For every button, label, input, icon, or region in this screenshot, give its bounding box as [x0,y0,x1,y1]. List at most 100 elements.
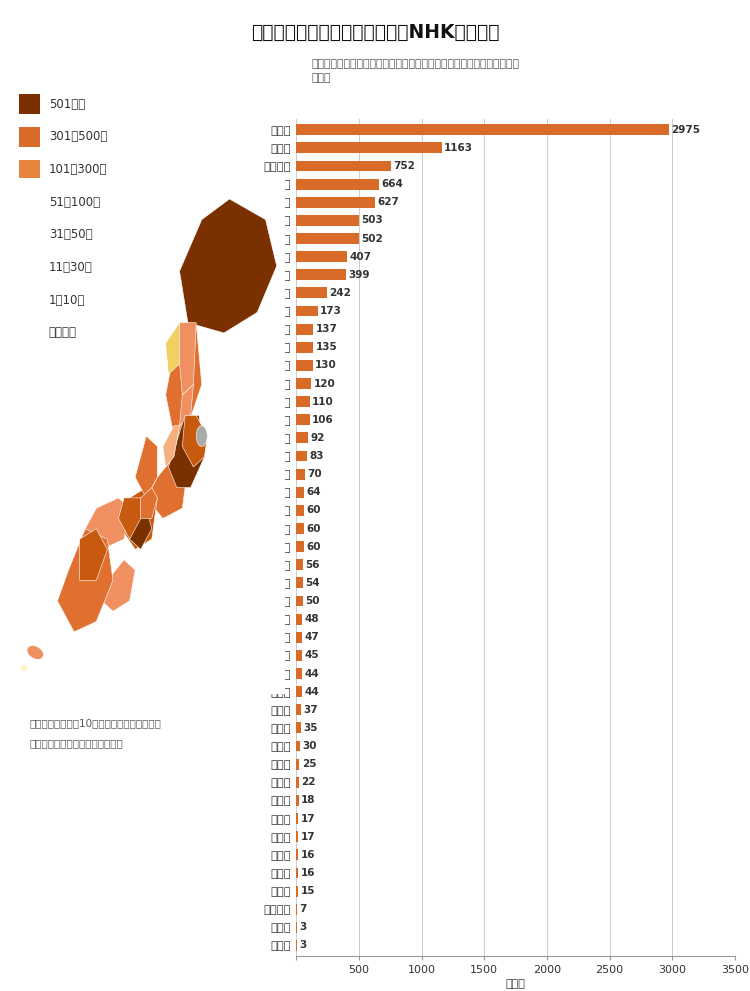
Bar [296,886,298,897]
Ellipse shape [21,665,28,671]
Text: 501人～: 501人～ [49,97,85,111]
Bar [296,252,347,262]
Bar [296,342,314,353]
Bar [296,197,375,208]
Bar [296,287,326,298]
Polygon shape [179,199,277,333]
Polygon shape [166,323,179,375]
Polygon shape [135,436,158,497]
Bar [296,324,314,335]
Text: 30: 30 [302,741,316,751]
Bar [296,124,669,135]
Text: 25: 25 [302,759,316,769]
Text: 16: 16 [301,850,315,860]
Bar [296,396,310,407]
Text: 47: 47 [304,632,320,642]
Polygon shape [130,508,152,549]
Bar [296,379,311,389]
Bar [296,215,359,226]
Polygon shape [122,488,158,549]
Text: 50: 50 [304,596,320,606]
Text: 31～50人: 31～50人 [49,228,92,242]
Text: 120: 120 [314,379,335,388]
Text: 15: 15 [301,886,315,896]
Text: 51～100人: 51～100人 [49,195,100,209]
Text: 下のグラフや数字をクリック・タップするとその都道府県の推移を見ら
れます: 下のグラフや数字をクリック・タップするとその都道府県の推移を見ら れます [311,59,519,82]
Text: 3: 3 [299,940,306,950]
Text: 135: 135 [316,342,338,352]
Text: 17: 17 [301,814,315,824]
Text: 110: 110 [312,396,334,406]
Text: 11～30人: 11～30人 [49,261,92,275]
Text: 22: 22 [302,777,316,787]
Text: 106: 106 [312,415,334,425]
Bar [296,686,302,697]
Text: 16: 16 [301,868,315,878]
Text: 70: 70 [308,469,322,480]
Polygon shape [182,415,207,467]
Polygon shape [80,529,107,581]
Bar [296,559,303,570]
Text: 627: 627 [377,197,399,207]
Text: （４月１９日午前10時半までの情報を表示）: （４月１９日午前10時半までの情報を表示） [30,718,162,728]
Bar [296,469,305,480]
Text: 101～300人: 101～300人 [49,163,107,176]
Text: 1～10人: 1～10人 [49,293,85,307]
Text: 64: 64 [307,488,321,497]
Bar [296,432,307,443]
Bar [296,414,310,425]
Bar [296,233,359,244]
Bar [296,650,302,661]
Bar [296,451,307,462]
X-axis label: （人）: （人） [506,979,526,989]
Text: 7: 7 [299,904,307,914]
Text: 35: 35 [303,723,317,733]
Text: 60: 60 [306,542,320,552]
Text: 56: 56 [305,560,320,570]
Polygon shape [179,323,196,394]
Text: 60: 60 [306,523,320,533]
Bar [296,613,302,624]
Bar [296,360,313,371]
Bar [296,578,303,589]
Bar [296,487,304,497]
Text: 407: 407 [350,252,371,262]
Bar [296,722,301,733]
Polygon shape [141,488,158,518]
Text: 752: 752 [393,162,415,171]
Bar [296,831,298,842]
Bar [296,270,346,280]
Bar [296,523,304,534]
Polygon shape [118,497,141,539]
Text: 45: 45 [304,650,319,660]
Polygon shape [166,323,202,436]
Polygon shape [146,457,188,518]
Text: 1163: 1163 [444,143,473,153]
Ellipse shape [196,426,207,446]
Text: 44: 44 [304,687,319,697]
Text: 137: 137 [316,324,338,334]
Polygon shape [163,426,179,467]
Text: 18: 18 [301,796,315,806]
Text: 242: 242 [328,288,351,298]
Bar [296,814,298,824]
Polygon shape [102,560,135,611]
Text: 664: 664 [382,179,404,189]
Bar [296,596,302,606]
Text: 54: 54 [305,578,320,588]
Bar [296,541,304,552]
Text: 地図：「国土数値情報」から作成: 地図：「国土数値情報」から作成 [30,738,124,748]
Bar [296,759,299,770]
Bar [296,161,391,171]
Text: 92: 92 [310,433,325,443]
Text: 503: 503 [362,215,383,225]
Text: 17: 17 [301,831,315,841]
Bar [296,705,301,716]
Bar [296,505,304,516]
Text: 130: 130 [315,361,337,371]
Polygon shape [169,415,205,488]
Polygon shape [86,497,130,549]
Text: 44: 44 [304,669,319,679]
Bar [296,867,298,878]
Polygon shape [174,415,199,467]
